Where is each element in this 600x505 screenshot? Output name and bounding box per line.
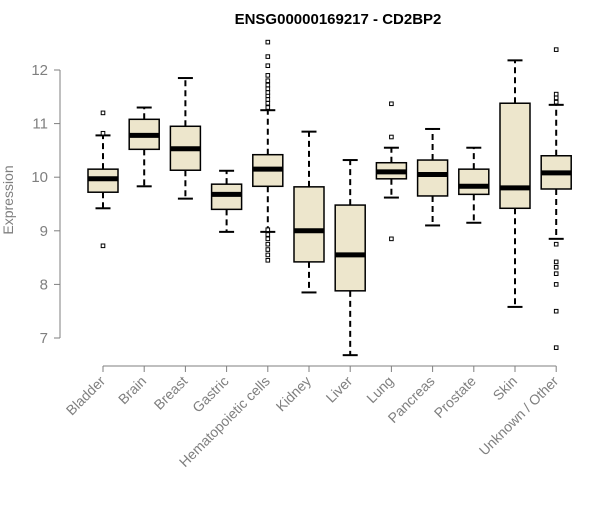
box-body (458, 168, 490, 196)
outlier-point (553, 95, 559, 101)
x-tick-label: Kidney (273, 373, 315, 415)
outlier-point (265, 252, 271, 258)
x-tick-label: Skin (490, 373, 521, 404)
box-body (499, 102, 531, 210)
outlier-point (265, 257, 271, 263)
outlier-point (265, 241, 271, 247)
y-tick-label: 11 (32, 116, 48, 133)
y-tick-label: 8 (40, 276, 48, 293)
outlier-point (553, 47, 559, 52)
outlier-point (265, 82, 271, 88)
outlier-point (265, 86, 271, 92)
y-tick-label: 9 (40, 223, 48, 240)
box-body (334, 204, 366, 292)
outlier-point (100, 130, 106, 136)
outlier-point (265, 90, 271, 95)
outlier-point (265, 97, 271, 102)
outlier-point (265, 232, 271, 237)
outlier-point (265, 247, 271, 252)
y-axis-label: Expression (0, 165, 16, 234)
outlier-point (265, 78, 271, 84)
outlier-point (389, 134, 394, 140)
x-tick-label: Brain (115, 373, 149, 407)
chart-title: ENSG00000169217 - CD2BP2 (235, 11, 442, 28)
outlier-point (265, 73, 271, 78)
x-tick-label: Bladder (63, 373, 109, 419)
outlier-point (553, 99, 559, 105)
outlier-point (553, 91, 559, 97)
outlier-point (100, 243, 106, 249)
outlier-point (553, 259, 559, 265)
outlier-point (265, 236, 271, 242)
outlier-point (389, 236, 394, 242)
outlier-point (389, 101, 394, 107)
x-tick-label: Breast (151, 373, 191, 413)
y-tick-label: 10 (31, 169, 48, 186)
box-body (293, 186, 325, 263)
outlier-point (553, 271, 559, 276)
outlier-point (265, 63, 271, 69)
y-tick-label: 12 (31, 62, 48, 79)
outlier-point (265, 39, 271, 45)
outlier-point (553, 241, 559, 247)
outlier-point (100, 110, 106, 116)
outlier-point (265, 100, 271, 106)
x-tick-label: Liver (323, 373, 356, 406)
outlier-point (553, 264, 559, 270)
x-tick-label: Prostate (431, 373, 479, 421)
box-body (416, 159, 449, 197)
outlier-point (265, 227, 271, 233)
y-tick-label: 7 (40, 330, 48, 347)
outlier-point (265, 54, 271, 59)
outlier-point (553, 308, 559, 314)
outlier-point (553, 282, 559, 287)
x-tick-label: Lung (363, 373, 396, 406)
outlier-point (265, 105, 271, 110)
outlier-point (553, 345, 559, 350)
